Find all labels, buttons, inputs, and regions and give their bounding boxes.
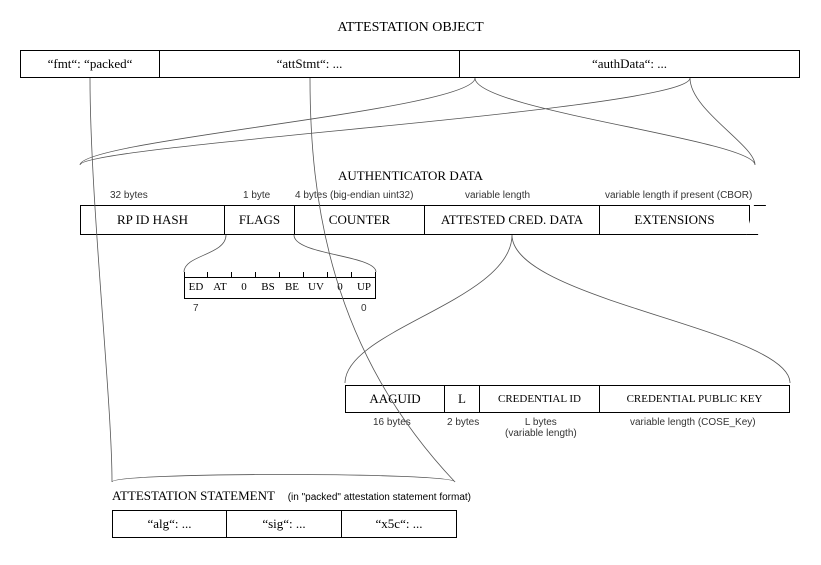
auth-hdr-3: variable length	[465, 190, 530, 201]
attestation-object-row: “fmt“: “packed“ “attStmt“: ... “authData…	[20, 50, 800, 78]
cell-ext: EXTENSIONS	[600, 205, 750, 235]
cell-credpk: CREDENTIAL PUBLIC KEY	[600, 385, 790, 413]
attstmt-row: “alg“: ... “sig“: ... “x5c“: ...	[112, 510, 457, 538]
auth-title: AUTHENTICATOR DATA	[0, 168, 821, 184]
bit-7: ED	[184, 281, 208, 293]
page-title: ATTESTATION OBJECT	[0, 20, 821, 36]
acd-sub-1: 2 bytes	[447, 417, 479, 428]
cell-alg: “alg“: ...	[112, 510, 227, 538]
cell-sig: “sig“: ...	[227, 510, 342, 538]
auth-hdr-4: variable length if present (CBOR)	[605, 190, 752, 201]
cell-attstmt: “attStmt“: ...	[160, 50, 460, 78]
cell-acd: ATTESTED CRED. DATA	[425, 205, 600, 235]
bit-2: UV	[304, 281, 328, 293]
acd-sub-0: 16 bytes	[373, 417, 411, 428]
attstmt-title-text: ATTESTATION STATEMENT	[112, 488, 275, 503]
auth-hdr-1: 1 byte	[243, 190, 270, 201]
bit-1: 0	[328, 281, 352, 293]
flags-hi: 7	[193, 303, 199, 314]
acd-row: AAGUID L CREDENTIAL ID CREDENTIAL PUBLIC…	[345, 385, 790, 413]
auth-hdr-0: 32 bytes	[110, 190, 148, 201]
acd-sub-2: L bytes (variable length)	[505, 417, 577, 439]
cell-x5c: “x5c“: ...	[342, 510, 457, 538]
acd-sub-3: variable length (COSE_Key)	[630, 417, 756, 428]
auth-row: RP ID HASH FLAGS COUNTER ATTESTED CRED. …	[80, 205, 750, 235]
cell-counter: COUNTER	[295, 205, 425, 235]
auth-hdr-2: 4 bytes (big-endian uint32)	[295, 190, 413, 201]
cell-aaguid: AAGUID	[345, 385, 445, 413]
cell-fmt: “fmt“: “packed“	[20, 50, 160, 78]
connectors	[0, 0, 821, 565]
bit-6: AT	[208, 281, 232, 293]
bit-5: 0	[232, 281, 256, 293]
cell-L: L	[445, 385, 480, 413]
attstmt-note: (in "packed" attestation statement forma…	[288, 492, 471, 503]
flags-bitlabels: ED AT 0 BS BE UV 0 UP	[184, 281, 376, 293]
bit-3: BE	[280, 281, 304, 293]
cell-flags: FLAGS	[225, 205, 295, 235]
flags-lo: 0	[361, 303, 367, 314]
cell-rpidhash: RP ID HASH	[80, 205, 225, 235]
bit-4: BS	[256, 281, 280, 293]
cell-authdata: “authData“: ...	[460, 50, 800, 78]
attstmt-title: ATTESTATION STATEMENT (in "packed" attes…	[112, 488, 471, 504]
cell-credid: CREDENTIAL ID	[480, 385, 600, 413]
bit-0: UP	[352, 281, 376, 293]
